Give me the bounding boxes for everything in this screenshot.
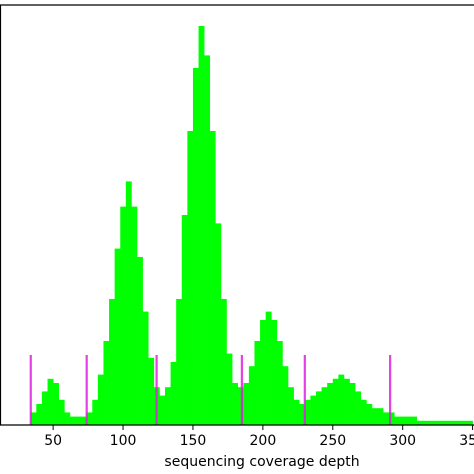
- x-tick-label: 100: [110, 433, 137, 449]
- bar: [69, 416, 76, 425]
- bar: [427, 420, 434, 425]
- bar: [271, 320, 278, 425]
- bar: [204, 55, 211, 426]
- x-tick-label: 200: [250, 433, 277, 449]
- bar: [467, 420, 473, 425]
- bar: [237, 387, 244, 425]
- bar: [371, 408, 378, 425]
- bar: [288, 387, 294, 425]
- bar: [170, 362, 177, 425]
- x-tick-label: 250: [319, 433, 346, 449]
- bar: [276, 341, 283, 425]
- bar: [293, 399, 300, 425]
- x-tick-label: 300: [389, 433, 416, 449]
- bar: [159, 395, 166, 425]
- bar: [394, 416, 401, 425]
- bar: [304, 399, 311, 425]
- bar: [411, 416, 417, 425]
- bar: [461, 420, 468, 425]
- bar: [109, 299, 115, 425]
- bar: [455, 420, 462, 425]
- bar: [114, 248, 121, 425]
- bar: [142, 311, 149, 425]
- bar: [422, 420, 429, 425]
- bar: [232, 383, 238, 425]
- bar: [399, 416, 406, 425]
- bar: [444, 420, 451, 425]
- bar: [248, 366, 255, 425]
- bar: [450, 420, 457, 425]
- bar: [192, 68, 199, 425]
- bar: [215, 223, 222, 425]
- x-axis-label: sequencing coverage depth: [164, 454, 359, 470]
- bar: [282, 366, 289, 425]
- bar: [47, 378, 54, 425]
- bar: [75, 416, 82, 425]
- bar: [321, 387, 328, 425]
- bar: [366, 404, 373, 425]
- bar: [349, 383, 356, 425]
- bar: [148, 357, 155, 425]
- bar: [125, 181, 132, 425]
- bar: [360, 399, 367, 425]
- thresholds: [29, 355, 392, 425]
- bar: [30, 412, 37, 425]
- bar: [355, 391, 362, 425]
- bar: [92, 399, 99, 425]
- bar: [103, 341, 110, 425]
- bar: [377, 408, 384, 425]
- bar: [327, 383, 334, 425]
- bar: [81, 416, 87, 425]
- bar: [388, 412, 395, 425]
- bar: [343, 378, 350, 425]
- bar: [405, 416, 412, 425]
- bar: [58, 399, 65, 425]
- bar: [226, 353, 233, 425]
- bar: [316, 391, 322, 425]
- bar: [416, 420, 423, 425]
- bar: [53, 383, 60, 425]
- bar: [36, 404, 43, 425]
- bars: [30, 26, 473, 426]
- bar: [220, 299, 227, 425]
- bar: [439, 420, 445, 425]
- bar: [176, 299, 183, 425]
- x-tick-label: 350: [459, 433, 474, 449]
- bar: [198, 26, 205, 425]
- bar: [64, 412, 71, 425]
- bar: [97, 374, 104, 425]
- bar: [260, 320, 266, 425]
- bar: [299, 404, 306, 425]
- x-tick-label: 150: [180, 433, 207, 449]
- bar: [243, 383, 250, 425]
- bar: [265, 311, 272, 425]
- bar: [383, 412, 390, 425]
- bar: [433, 420, 440, 425]
- bar: [131, 206, 138, 425]
- bar: [209, 131, 216, 425]
- bar: [254, 341, 261, 425]
- bar: [181, 215, 188, 425]
- bar: [338, 374, 345, 425]
- bar: [41, 391, 48, 425]
- bar: [187, 131, 194, 425]
- bar: [137, 257, 143, 425]
- bar: [164, 387, 171, 425]
- bar: [86, 412, 93, 425]
- bar: [332, 378, 339, 425]
- bar: [310, 395, 317, 425]
- x-tick-label: 50: [44, 433, 62, 449]
- bar: [120, 206, 127, 425]
